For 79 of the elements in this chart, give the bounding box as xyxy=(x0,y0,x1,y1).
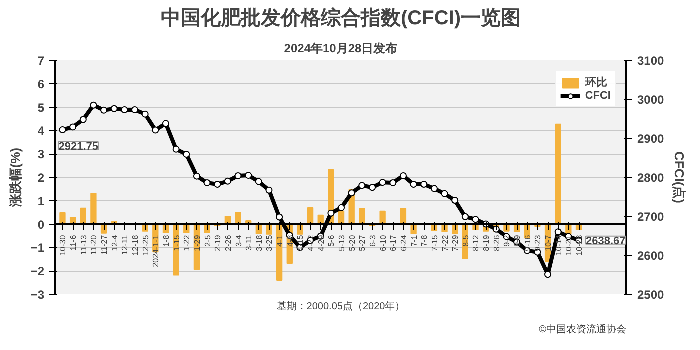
x-tick-label: 7-22 xyxy=(440,234,450,252)
x-tick-label: 7-1 xyxy=(410,234,419,247)
x-tick-label: 5-6 xyxy=(327,234,336,247)
x-tick-label: 12-4 xyxy=(110,234,120,252)
x-tick-label: 10-28 xyxy=(575,234,584,256)
x-tick-label: 3-4 xyxy=(234,234,244,247)
x-tick-label: 3-18 xyxy=(254,234,264,252)
x-tick-label: 12-25 xyxy=(141,234,150,256)
x-tick-label: 4-22 xyxy=(306,234,316,252)
x-tick-label: 3-25 xyxy=(265,234,274,252)
y2-tick-label: 2800 xyxy=(638,171,665,185)
text: 基期：2000.05点（2020年） xyxy=(276,300,406,312)
x-tick-label: 12-18 xyxy=(131,234,140,256)
x-tick-label: 9-23 xyxy=(534,234,543,252)
x-tick-label: 4-15 xyxy=(296,234,306,252)
x-tick-label: 8-12 xyxy=(472,234,481,252)
x-tick-label: 6-10 xyxy=(378,234,388,252)
y-tick-label: 0 xyxy=(38,218,45,232)
x-tick-label: 6-24 xyxy=(399,234,408,252)
x-tick-label: 2-19 xyxy=(214,234,223,252)
y2-axis-title: CFCI(点) xyxy=(672,152,688,204)
x-tick-label: 11-6 xyxy=(69,234,78,251)
y-axis-title: 涨跌幅(%) xyxy=(8,148,23,208)
x-tick-label: 9-2 xyxy=(502,234,512,247)
y-tick-label: 5 xyxy=(38,100,45,115)
text: ©中国农资流通协会 xyxy=(539,324,627,336)
y-tick-label: −3 xyxy=(30,288,45,302)
y-tick-label: 6 xyxy=(38,77,45,92)
y2-tick-label: 3100 xyxy=(638,54,665,68)
x-tick-label: 8-26 xyxy=(492,234,502,252)
chart-title: 中国化肥批发价格综合指数(CFCI)一览图 xyxy=(161,6,521,30)
x-tick-label: 10-30 xyxy=(58,234,68,256)
y2-tick-label: 3000 xyxy=(638,93,665,107)
x-tick-label: 6-17 xyxy=(389,234,398,252)
x-tick-label: 4-1 xyxy=(276,234,285,247)
x-tick-label: 9-9 xyxy=(513,234,522,247)
x-tick-label: 4-29 xyxy=(316,234,326,252)
y-tick-label: 7 xyxy=(38,54,45,68)
x-tick-label: 7-29 xyxy=(451,234,460,252)
y-tick-label: 1 xyxy=(38,194,45,208)
x-tick-label: 9-16 xyxy=(523,234,532,252)
y-tick-label: 3 xyxy=(38,148,45,162)
x-tick-label: 1-22 xyxy=(182,234,192,252)
x-tick-label: 3-11 xyxy=(244,234,254,251)
x-tick-label: 12-11 xyxy=(120,234,130,256)
x-tick-label: 7-8 xyxy=(420,234,430,247)
y-tick-label: −2 xyxy=(30,264,45,279)
x-tick-label: 8-5 xyxy=(461,234,470,247)
x-tick-label: 5-27 xyxy=(358,234,368,252)
y-tick-label: 4 xyxy=(38,124,45,138)
x-tick-label: 1-29 xyxy=(192,234,202,252)
x-tick-label: 10-14 xyxy=(554,234,564,256)
x-tick-label: 2-5 xyxy=(203,234,212,247)
x-tick-label: 11-27 xyxy=(100,234,110,256)
legend-label: 环比 xyxy=(585,76,608,90)
x-tick-label: 6-3 xyxy=(368,234,378,247)
x-tick-label: 5-13 xyxy=(338,234,347,252)
x-tick-label: 8-19 xyxy=(482,234,492,252)
x-tick-label: 1-15 xyxy=(172,234,182,252)
data-label: 2921.75 xyxy=(58,141,98,154)
x-tick-label: 11-20 xyxy=(90,234,99,256)
data-label: 2638.67 xyxy=(586,235,626,248)
x-tick-label: 5-20 xyxy=(348,234,357,252)
y-tick-label: −1 xyxy=(30,241,45,256)
legend-label: CFCI xyxy=(585,90,611,102)
x-tick-label: 10-7 xyxy=(544,234,554,252)
y2-tick-label: 2700 xyxy=(638,210,665,224)
y2-tick-label: 2600 xyxy=(638,249,665,263)
x-tick-label: 11-13 xyxy=(79,234,88,256)
x-tick-label: 2024-1-1 xyxy=(152,234,161,268)
x-tick-label: 10-21 xyxy=(564,234,574,256)
x-tick-label: 4-8 xyxy=(286,234,295,247)
chart-subtitle: 2024年10月28日发布 xyxy=(284,42,398,56)
x-tick-label: 7-15 xyxy=(430,234,440,252)
y-tick-label: 2 xyxy=(38,171,45,185)
y2-tick-label: 2500 xyxy=(638,288,665,302)
x-tick-label: 2-26 xyxy=(224,234,233,252)
y2-tick-label: 2900 xyxy=(638,132,665,146)
x-tick-label: 1-8 xyxy=(162,234,171,247)
